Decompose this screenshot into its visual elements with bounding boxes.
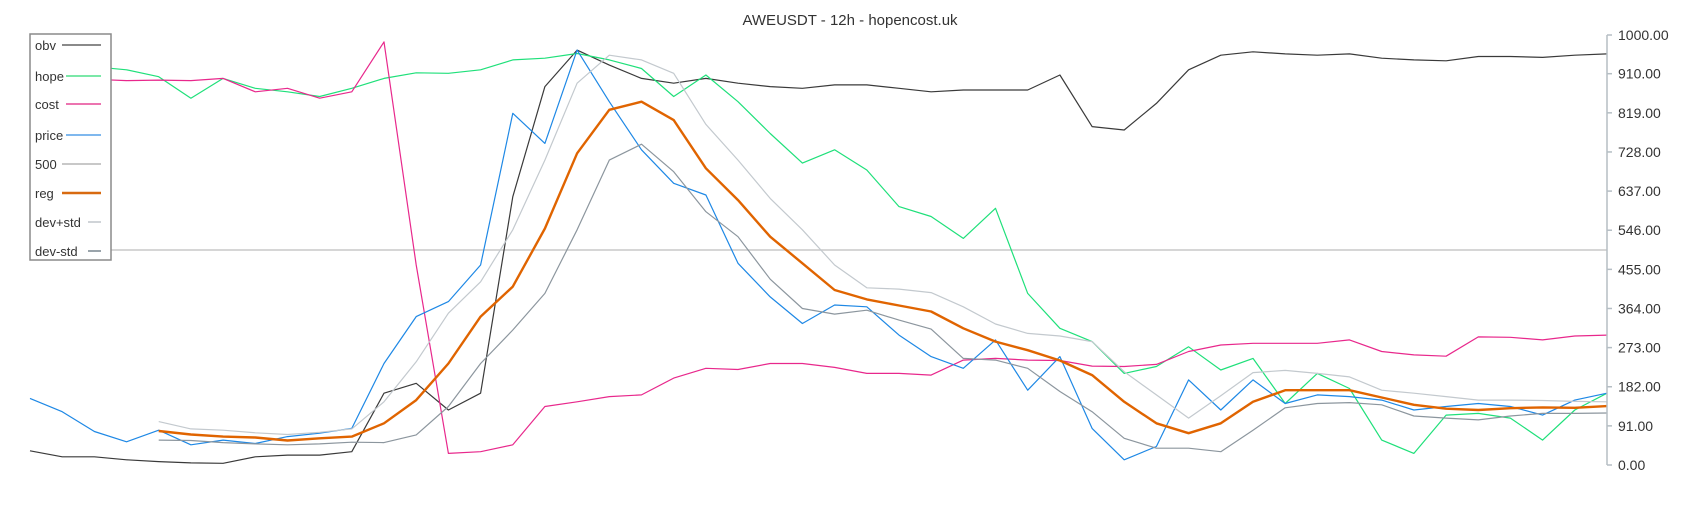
y-tick-label: 910.00 — [1618, 66, 1661, 82]
legend-label: dev-std — [35, 244, 78, 259]
legend-item-obv[interactable]: obv — [35, 38, 101, 53]
legend-item-dev-std[interactable]: dev-std — [35, 244, 101, 259]
y-tick-label: 273.00 — [1618, 340, 1661, 356]
chart-title: AWEUSDT - 12h - hopencost.uk — [742, 12, 958, 29]
y-tick-label: 364.00 — [1618, 300, 1661, 316]
y-tick-label: 728.00 — [1618, 144, 1661, 160]
series-layer — [29, 41, 1608, 464]
y-tick-label: 546.00 — [1618, 222, 1661, 238]
series-line-reg — [158, 100, 1608, 442]
y-tick-label: 1000.00 — [1618, 27, 1669, 43]
y-tick-label: 182.00 — [1618, 379, 1661, 395]
y-axis: 1000.00 910.00 819.00 728.00 637.00 546.00 455… — [1606, 27, 1669, 473]
legend-label: hope — [35, 69, 64, 84]
legend-item-price[interactable]: price — [35, 128, 101, 143]
legend: obv hope cost price 500 reg dev+std dev-std — [29, 33, 112, 261]
y-tick-label: 819.00 — [1618, 105, 1661, 121]
series-line-dev-std — [158, 143, 1608, 453]
legend-item-500[interactable]: 500 — [35, 157, 101, 172]
y-tick-label: 455.00 — [1618, 261, 1661, 277]
series-line-price — [29, 49, 1608, 461]
series-line-devplusstd — [158, 54, 1608, 436]
y-tick-label: 0.00 — [1618, 457, 1645, 473]
legend-label: obv — [35, 38, 56, 53]
series-line-cost — [30, 41, 1608, 454]
legend-label: dev+std — [35, 215, 81, 230]
legend-item-hope[interactable]: hope — [35, 69, 101, 84]
y-tick-label: 637.00 — [1618, 183, 1661, 199]
legend-item-reg[interactable]: reg — [35, 186, 101, 201]
legend-label: reg — [35, 186, 54, 201]
legend-label: 500 — [35, 157, 57, 172]
legend-item-cost[interactable]: cost — [35, 97, 101, 112]
legend-item-devplusstd[interactable]: dev+std — [35, 215, 101, 230]
series-line-hope — [29, 52, 1608, 454]
legend-label: cost — [35, 97, 59, 112]
series-line-obv — [29, 49, 1608, 464]
legend-label: price — [35, 128, 63, 143]
y-tick-label: 91.00 — [1618, 418, 1653, 434]
